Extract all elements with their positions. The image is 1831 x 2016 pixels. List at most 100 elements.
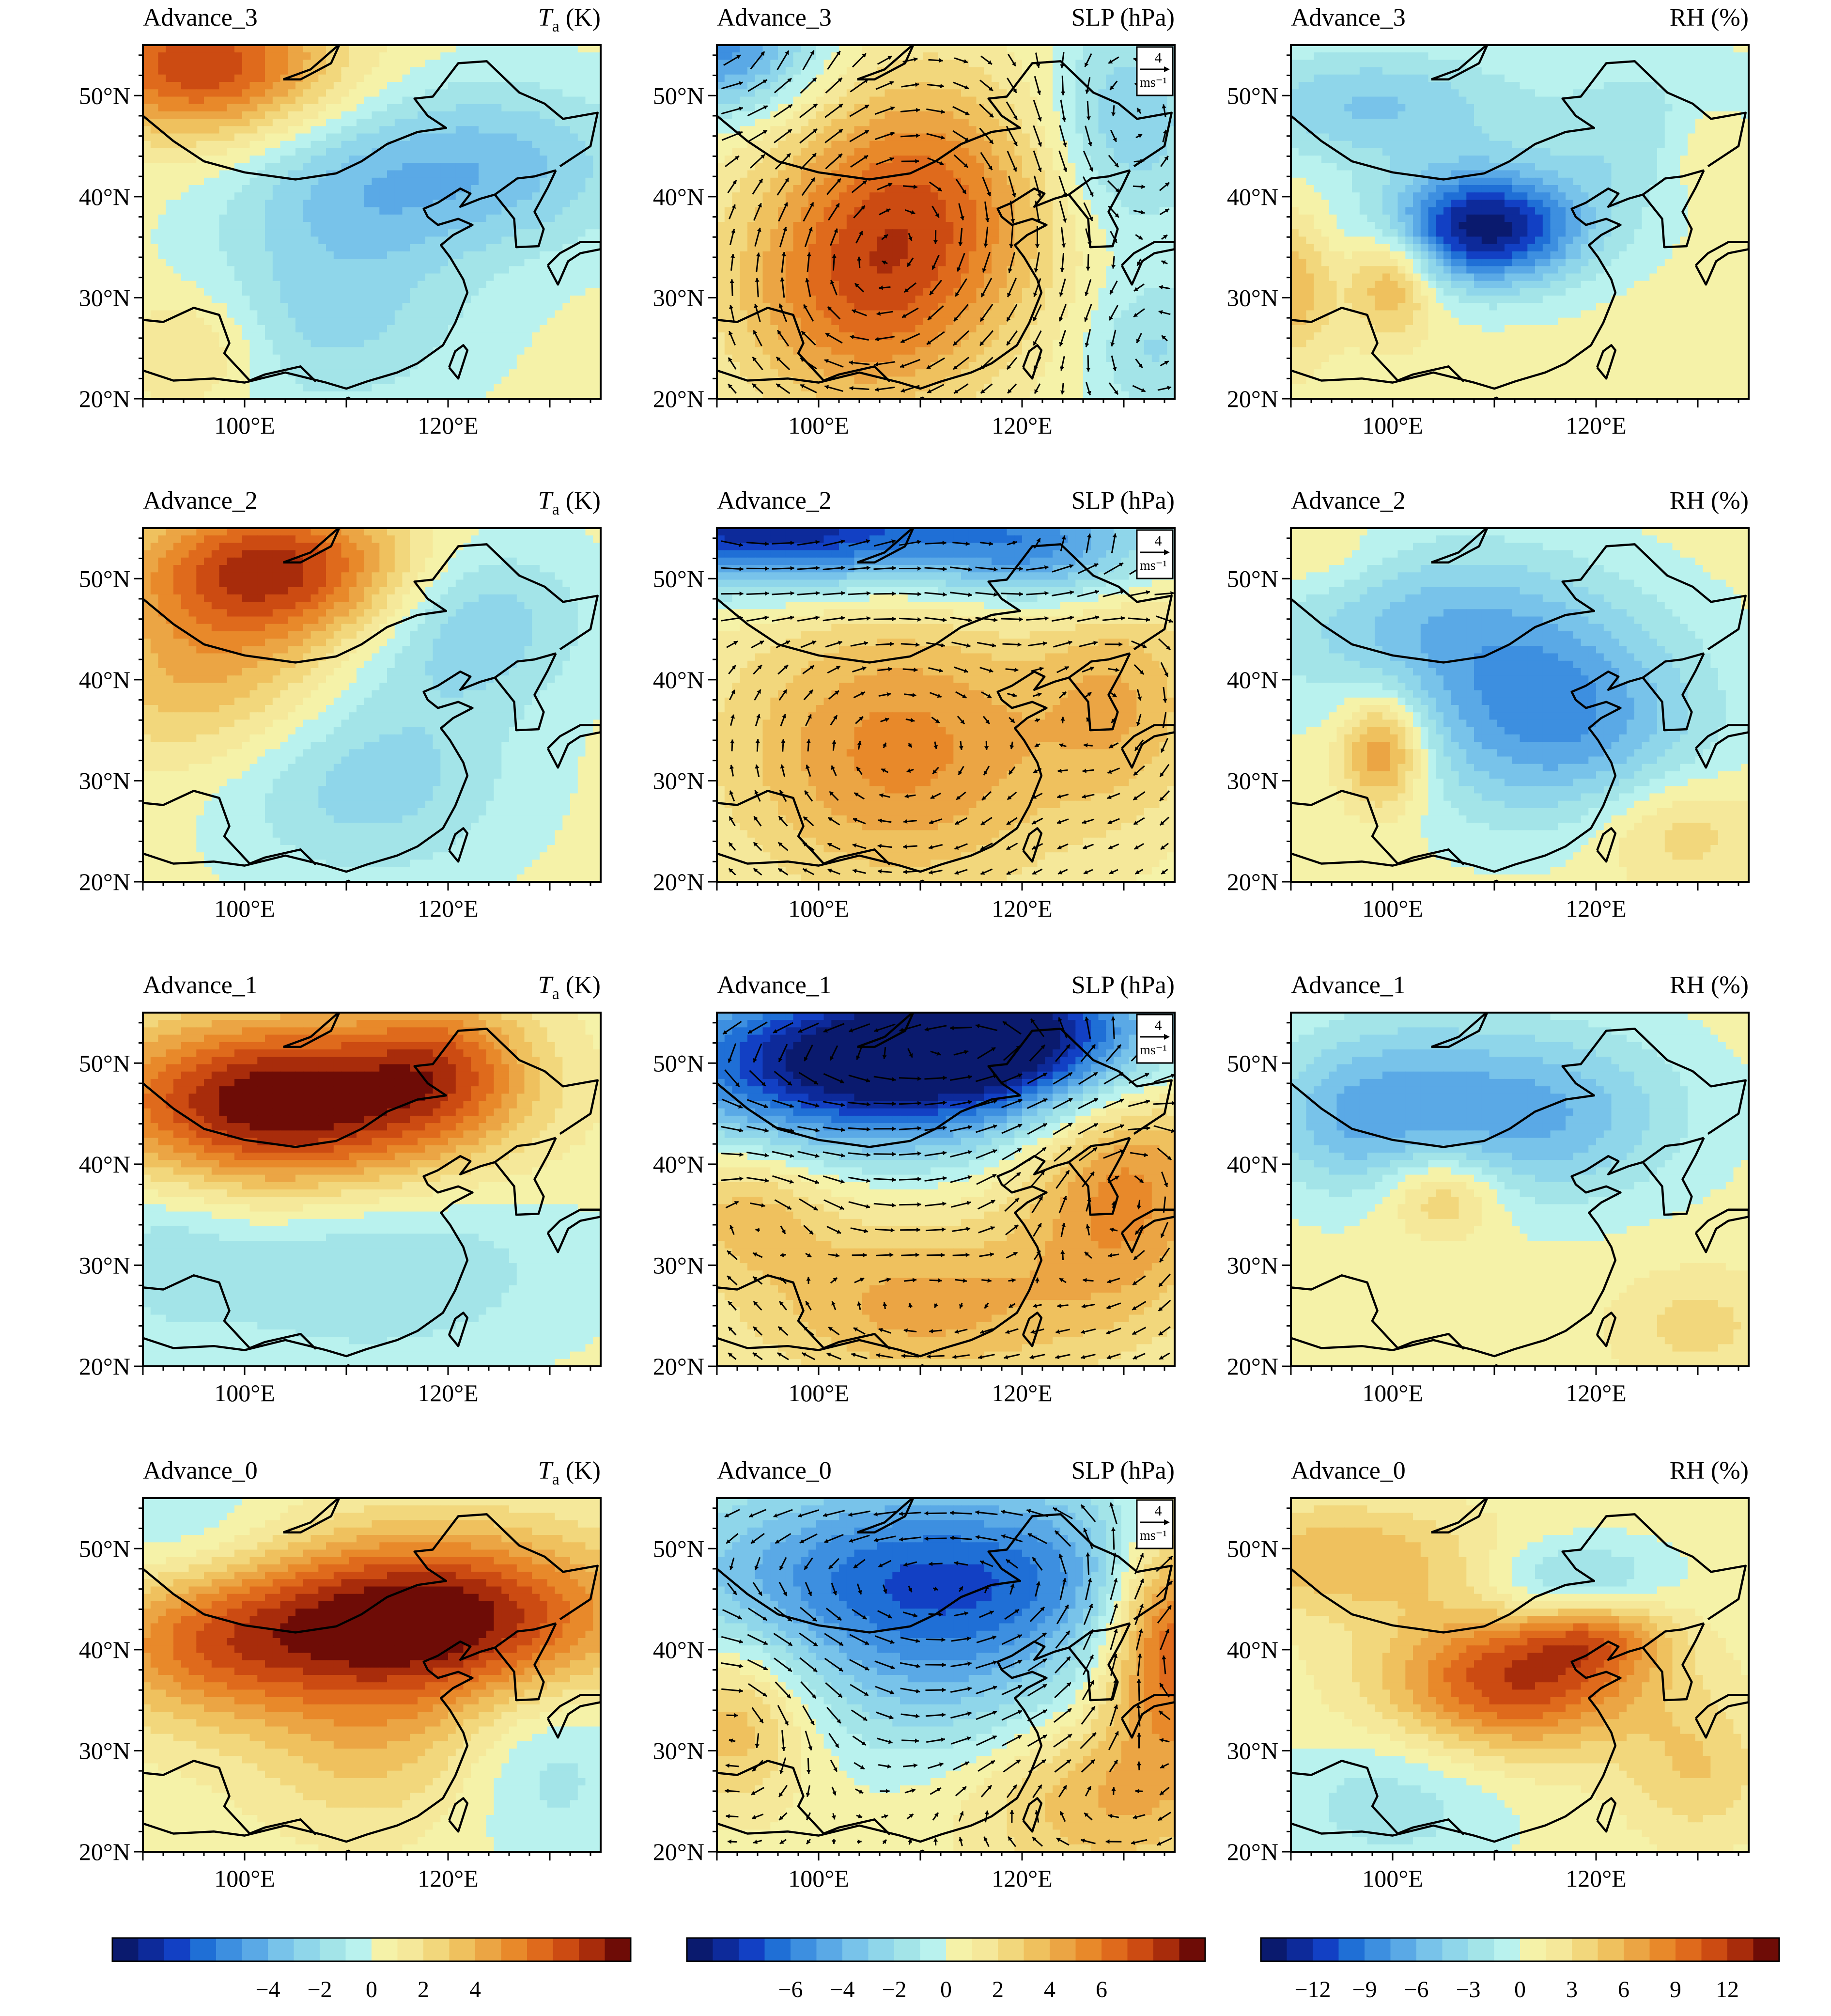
lat-tick-label: 40°N [1227,666,1278,693]
colorbar-swatch [605,1938,631,1961]
map-frame [142,527,602,883]
colorbar-swatch [687,1938,713,1961]
reference-vector-unit: ms⁻¹ [1140,1043,1167,1058]
panel-variable-title: SLP (hPa) [1071,971,1175,999]
lat-tick-label: 50°N [653,82,704,109]
reference-vector-unit: ms⁻¹ [1140,1528,1167,1543]
lat-tick-label: 20°N [1227,868,1278,895]
colorbar-swatch [764,1938,791,1961]
panel-row-title: Advance_0 [1291,1457,1406,1485]
panel-ta-advance_3: 20°N 30°N 40°N 50°N 100°E 120°E Advance_3 Ta (K… [79,4,602,439]
map-frame [142,1497,602,1853]
shaded-field [1291,1013,1749,1366]
shaded-field [143,528,601,882]
panel-ta-advance_2: 20°N 30°N 40°N 50°N 100°E 120°E Advance_2 Ta (K… [79,487,602,922]
lon-tick-label: 120°E [418,1865,479,1892]
colorbar-swatch [1468,1938,1494,1961]
colorbar-tick-label: 6 [1618,1977,1629,2002]
lon-tick-label: 120°E [992,412,1053,439]
colorbar-swatch [1442,1938,1469,1961]
lat-tick-label: 40°N [653,183,704,210]
lon-tick-label: 100°E [788,1379,849,1407]
lon-tick-label: 100°E [214,895,275,922]
lon-tick-label: 120°E [418,895,479,922]
coastlines [143,45,601,399]
lon-tick-label: 100°E [1362,1379,1423,1407]
shaded-field [1291,45,1749,399]
lat-tick-label: 50°N [1227,1535,1278,1562]
colorbar-swatch [1024,1938,1050,1961]
wind-vectors [721,50,1172,395]
panel-row-title: Advance_3 [143,4,258,31]
lon-tick-label: 100°E [788,1865,849,1892]
colorbar-swatch [112,1938,139,1961]
wind-arrow [976,1173,997,1185]
panel-row-title: Advance_3 [1291,4,1406,31]
colorbar-swatch [946,1938,972,1961]
colorbar-swatch [475,1938,501,1961]
lat-tick-label: 20°N [653,868,704,895]
colorbar-swatch [1287,1938,1313,1961]
panel-row-title: Advance_1 [1291,971,1406,999]
lat-tick-label: 30°N [79,1251,130,1279]
lat-tick-label: 30°N [79,1737,130,1764]
lat-tick-label: 20°N [1227,1353,1278,1380]
map-frame [142,44,602,400]
wind-arrow [773,1633,793,1646]
colorbar-swatch [713,1938,739,1961]
colorbar-swatch [1676,1938,1702,1961]
panel-ta-advance_1: 20°N 30°N 40°N 50°N 100°E 120°E Advance_1 Ta (K… [79,971,602,1407]
colorbar-tick-label: −9 [1352,1977,1377,2002]
lat-tick-label: 50°N [653,1049,704,1077]
reference-vector-value: 4 [1155,1503,1162,1519]
lon-tick-label: 120°E [1566,1379,1627,1407]
colorbar-tick-label: 6 [1096,1977,1107,2002]
lat-tick-label: 20°N [1227,385,1278,412]
colorbar-rh: −12 −9 −6 −3 0 3 6 9 12 [1260,1937,1780,2002]
lon-tick-label: 100°E [1362,412,1423,439]
lon-tick-label: 120°E [992,895,1053,922]
colorbar-tick-label: 2 [992,1977,1004,2002]
wind-arrow [848,1023,870,1032]
colorbar-tick-label: −6 [1404,1977,1428,2002]
colorbar-swatch [1313,1938,1339,1961]
lat-tick-label: 30°N [1227,1737,1278,1764]
wind-arrow [750,51,765,70]
wind-arrow [1078,1123,1099,1135]
panel-variable-title: RH (%) [1670,487,1749,515]
lat-tick-label: 30°N [79,284,130,311]
colorbar-tick-label: 0 [1514,1977,1526,2002]
panel-variable-title: RH (%) [1670,1457,1749,1485]
panel-row-title: Advance_2 [143,487,258,515]
shaded-field [1291,528,1749,882]
panel-rh-advance_3: 20°N 30°N 40°N 50°N 100°E 120°E Advance_3 RH (%… [1227,4,1750,439]
colorbar-swatch [972,1938,998,1961]
colorbar-tick-label: −4 [255,1977,280,2002]
lat-tick-label: 30°N [79,767,130,794]
lat-tick-label: 20°N [79,385,130,412]
panel-row-title: Advance_3 [717,4,832,31]
colorbar-swatch [190,1938,217,1961]
lat-tick-label: 20°N [79,1838,130,1865]
lat-tick-label: 50°N [79,1535,130,1562]
lon-tick-label: 120°E [418,1379,479,1407]
colorbar-tick-label: 0 [940,1977,952,2002]
wind-arrow [721,1636,744,1643]
panel-slp-advance_2: 4 ms⁻¹ 20°N 30°N 40°N 50°N 100°E 120°E Advance_2… [653,487,1176,922]
colorbar-swatch [868,1938,895,1961]
colorbar-swatch [1261,1938,1287,1961]
colorbar-tick-label: 4 [469,1977,481,2002]
panel-variable-title: Ta (K) [538,487,601,518]
colorbar-swatch [501,1938,528,1961]
panel-row-title: Advance_1 [143,971,258,999]
panel-variable-title: Ta (K) [538,971,601,1003]
map-frame [716,1012,1176,1367]
coastlines [1291,1013,1749,1366]
colorbar-swatch [1075,1938,1102,1961]
colorbar-swatch [579,1938,605,1961]
lon-tick-label: 100°E [1362,895,1423,922]
colorbar-swatch [1727,1938,1753,1961]
colorbar-tick-label: 3 [1566,1977,1578,2002]
colorbar-tick-label: 4 [1044,1977,1055,2002]
coastlines [1291,528,1749,882]
